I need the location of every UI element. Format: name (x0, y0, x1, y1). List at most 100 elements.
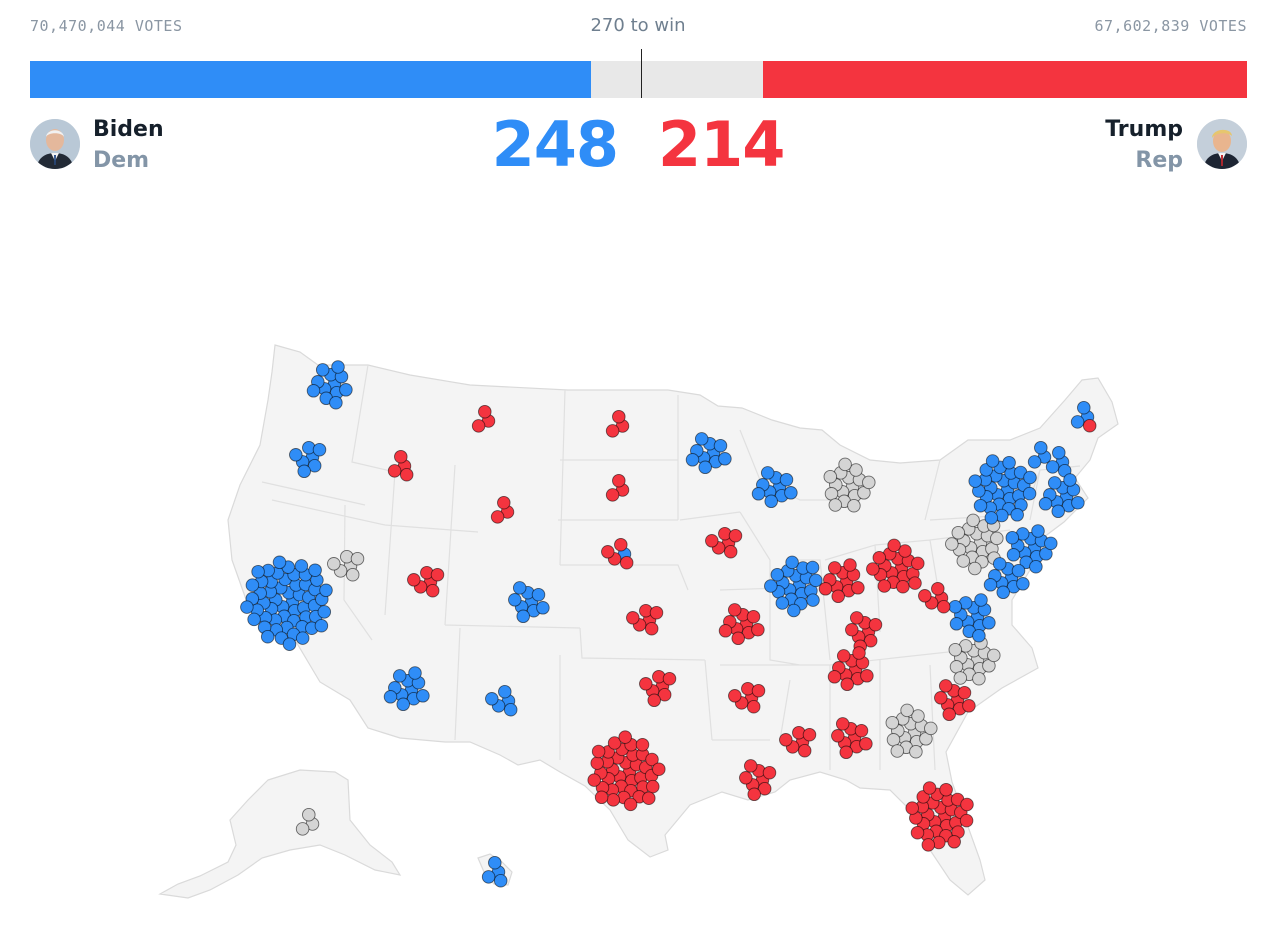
electoral-dot (860, 669, 874, 683)
electoral-dot (831, 729, 845, 743)
electoral-dot (764, 579, 778, 593)
state-cluster-ok[interactable] (639, 669, 677, 708)
electoral-dot (646, 779, 660, 794)
state-cluster-sd[interactable] (605, 473, 630, 502)
state-cluster-ms[interactable] (779, 725, 817, 758)
state-cluster-id[interactable] (387, 449, 414, 482)
electoral-dot (471, 419, 486, 433)
state-cluster-al[interactable] (831, 717, 873, 760)
electoral-dot (618, 730, 632, 744)
electoral-dot (1071, 496, 1085, 510)
electoral-dot (240, 600, 254, 614)
electoral-dot (942, 707, 956, 722)
state-cluster-ar[interactable] (728, 681, 766, 714)
electoral-dot (770, 567, 785, 582)
electoral-dot (606, 793, 621, 807)
electoral-dot (282, 637, 297, 651)
electoral-dot (921, 838, 936, 852)
state-cluster-sc[interactable] (934, 679, 976, 722)
state-cluster-fl[interactable] (905, 781, 974, 852)
state-cluster-me[interactable] (1070, 400, 1097, 433)
electoral-dot (1027, 455, 1042, 469)
dem-bar-fill (30, 61, 591, 98)
state-cluster-ga[interactable] (885, 703, 938, 759)
electoral-dot (877, 579, 892, 593)
electoral-dot (295, 822, 310, 836)
state-cluster-vt[interactable] (1027, 440, 1052, 469)
state-cluster-wi[interactable] (751, 466, 798, 509)
electoral-dot (922, 781, 937, 795)
state-cluster-il[interactable] (764, 555, 823, 618)
electoral-dot (936, 599, 951, 614)
electoral-dot (685, 453, 700, 467)
state-cluster-hi[interactable] (481, 855, 508, 888)
electoral-dot (331, 360, 345, 374)
state-cluster-mo[interactable] (718, 603, 765, 646)
electoral-dot (251, 564, 265, 579)
electoral-dot (872, 550, 887, 565)
electoral-dot (718, 624, 733, 638)
state-cluster-ia[interactable] (705, 526, 743, 559)
state-cluster-tx[interactable] (587, 730, 666, 812)
electoral-dot (430, 567, 445, 582)
electoral-dot (953, 671, 968, 685)
electoral-dot (743, 759, 758, 773)
electoral-progress-bar (30, 49, 1247, 98)
electoral-dot (727, 603, 742, 617)
state-cluster-md[interactable] (983, 557, 1030, 600)
state-cluster-la[interactable] (739, 759, 777, 802)
electoral-dot (396, 697, 410, 712)
electoral-dot (1010, 508, 1024, 522)
state-cluster-ca[interactable] (240, 555, 333, 651)
state-cluster-tn[interactable] (827, 646, 874, 692)
electoral-dot (896, 579, 910, 594)
state-cluster-nv[interactable] (327, 549, 365, 582)
state-cluster-nm[interactable] (485, 684, 518, 717)
electoral-dot (905, 801, 919, 815)
state-cluster-mi[interactable] (823, 457, 876, 513)
state-cluster-mn[interactable] (685, 432, 732, 475)
state-cluster-wa[interactable] (306, 360, 353, 410)
electoral-dot (746, 609, 761, 624)
state-cluster-pa[interactable] (945, 513, 1004, 576)
electoral-dot (852, 646, 866, 660)
to-win-label: 270 to win (590, 15, 686, 36)
electoral-dot (974, 593, 988, 607)
electoral-dot (823, 469, 838, 484)
state-cluster-nh[interactable] (1045, 445, 1072, 478)
state-cluster-nd[interactable] (605, 409, 630, 438)
state-cluster-mt[interactable] (471, 404, 496, 433)
electoral-dot (642, 791, 656, 805)
electoral-dot (612, 473, 626, 488)
electoral-dot (626, 611, 640, 625)
electoral-dot (590, 756, 604, 770)
electoral-dot (984, 511, 999, 525)
state-cluster-ny[interactable] (968, 454, 1037, 525)
state-cluster-ak[interactable] (295, 807, 320, 836)
state-cluster-az[interactable] (383, 666, 430, 712)
state-cluster-in[interactable] (818, 558, 865, 604)
state-cluster-ks[interactable] (626, 603, 664, 636)
state-cluster-co[interactable] (508, 581, 550, 624)
electoral-dot (605, 488, 620, 502)
electoral-dot (862, 475, 876, 490)
electoral-dot (387, 464, 402, 478)
electoral-dot (260, 629, 275, 644)
electoral-dot (1016, 577, 1030, 591)
state-cluster-nj[interactable] (1005, 524, 1058, 574)
electoral-dot (1006, 548, 1021, 562)
state-cluster-va[interactable] (948, 593, 996, 643)
state-cluster-or[interactable] (289, 440, 327, 479)
electoral-dot (728, 689, 742, 703)
state-cluster-oh[interactable] (866, 538, 925, 594)
electoral-dot (968, 474, 982, 488)
state-cluster-wv[interactable] (918, 581, 951, 614)
electoral-dot (945, 537, 959, 551)
electoral-dot (485, 692, 499, 706)
state-cluster-ma[interactable] (1038, 473, 1085, 519)
state-cluster-nc[interactable] (948, 636, 1001, 686)
state-cluster-ne[interactable] (601, 537, 634, 570)
electoral-dot (481, 870, 496, 884)
state-cluster-ut[interactable] (407, 565, 445, 598)
state-cluster-wy[interactable] (490, 495, 515, 524)
